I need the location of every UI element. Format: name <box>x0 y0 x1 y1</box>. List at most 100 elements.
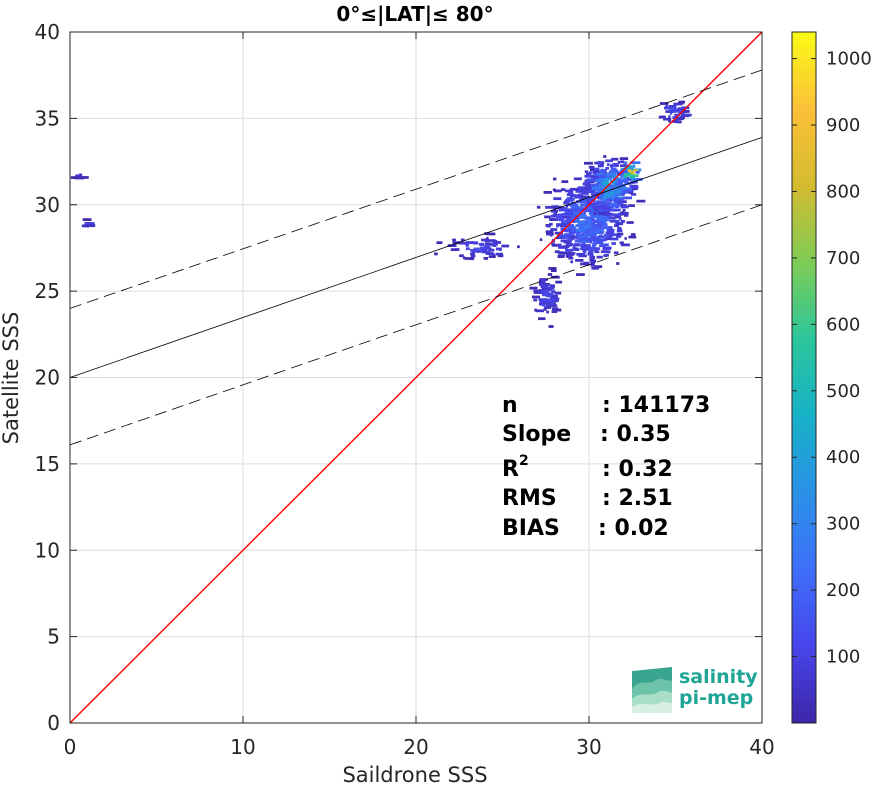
density-cell-0-418 <box>567 210 575 213</box>
density-cell-5-11 <box>663 117 672 121</box>
density-cell-0-15 <box>583 261 590 265</box>
density-cell-0-349 <box>571 229 575 232</box>
density-cell-0-11 <box>581 192 589 195</box>
density-cell-0-393 <box>608 229 614 233</box>
density-cell-0-496 <box>581 240 589 243</box>
density-cell-0-246 <box>557 234 561 238</box>
density-cell-1-230 <box>597 164 604 168</box>
line-1:1 <box>69 31 763 724</box>
chart-title: 0°≤|LAT|≤ 80° <box>336 2 493 26</box>
density-cell-0-92 <box>550 233 553 237</box>
density-cell-1-114 <box>636 199 646 203</box>
colorbar-tick-label-600: 600 <box>826 314 860 335</box>
density-cell-0-300 <box>545 205 555 209</box>
density-cell-1-67 <box>592 172 597 175</box>
stat-value-n: : 141173 <box>602 393 710 418</box>
density-cell-0-43 <box>585 233 593 237</box>
density-cell-0-416 <box>616 262 620 265</box>
density-cell-3-0 <box>450 248 459 252</box>
density-cell-0-464 <box>543 191 553 194</box>
density-cell-5-36 <box>671 120 677 123</box>
density-cell-1-12 <box>606 196 612 200</box>
density-cell-1-160 <box>604 187 613 191</box>
density-cell-1-269 <box>602 197 607 201</box>
density-cell-3-33 <box>455 248 460 251</box>
density-cell-3-53 <box>473 247 480 251</box>
density-cell-0-381 <box>552 213 558 217</box>
density-cell-0-419 <box>595 238 602 241</box>
density-cell-0-346 <box>614 208 621 212</box>
density-cell-0-88 <box>613 224 620 227</box>
density-cell-5-39 <box>681 114 689 117</box>
density-cell-0-443 <box>617 227 622 230</box>
density-cell-4-29 <box>554 291 562 295</box>
density-cell-1-274 <box>617 200 624 204</box>
density-cell-0-76 <box>583 222 592 226</box>
density-cell-0-472 <box>575 204 579 208</box>
density-cell-3-57 <box>479 247 488 250</box>
density-cell-1-6 <box>626 177 635 181</box>
density-cell-0-364 <box>561 228 564 232</box>
density-cell-0-196 <box>574 248 580 251</box>
density-cell-4-19 <box>543 307 547 311</box>
density-cell-0-509 <box>583 216 592 220</box>
density-cell-1-251 <box>616 173 624 177</box>
density-cell-0-408 <box>545 230 554 234</box>
density-cell-0-467 <box>571 206 574 210</box>
density-cell-1-209 <box>605 159 608 163</box>
density-cell-0-309 <box>573 243 580 246</box>
density-cell-1-142 <box>603 208 607 212</box>
y-tick-label-20: 20 <box>35 366 60 390</box>
density-cell-0-403 <box>560 251 563 255</box>
density-cell-0-401 <box>601 243 609 247</box>
stat-label-bias: BIAS <box>502 516 560 541</box>
density-cell-0-285 <box>569 237 575 240</box>
density-cell-0-519 <box>562 245 570 248</box>
density-cell-1-183 <box>606 208 616 212</box>
density-cell-0-390 <box>602 213 610 216</box>
density-cell-0-384 <box>611 242 616 245</box>
density-cell-1-102 <box>624 182 632 185</box>
density-cell-3-25 <box>459 241 467 245</box>
density-cell-0-462 <box>575 273 585 276</box>
density-cell-0-475 <box>570 204 577 208</box>
density-cell-1-190 <box>631 184 637 188</box>
density-cell-5-38 <box>673 106 677 110</box>
density-cell-1-34 <box>619 157 629 161</box>
density-cell-1-262 <box>623 187 633 191</box>
x-tick-label-20: 20 <box>403 735 428 759</box>
density-cell-0-331 <box>583 220 590 224</box>
density-cell-0-244 <box>562 222 566 226</box>
density-cell-4-69 <box>550 298 555 302</box>
density-cell-0-451 <box>630 233 636 236</box>
density-cell-0-231 <box>581 227 590 231</box>
density-cell-0-166 <box>619 217 622 221</box>
density-cell-5-20 <box>681 110 690 113</box>
density-cell-0-296 <box>583 235 589 238</box>
density-cell-0-504 <box>560 239 568 243</box>
density-cell-0-446 <box>556 215 563 219</box>
density-cell-1-273 <box>602 183 606 187</box>
density-cell-4-68 <box>550 275 560 279</box>
density-cell-0-387 <box>589 240 593 244</box>
density-cell-2-38 <box>635 170 640 174</box>
density-cell-0-432 <box>585 263 589 266</box>
colorbar-tick-label-400: 400 <box>826 447 860 468</box>
density-cell-2-18 <box>623 175 627 179</box>
density-cell-0-414 <box>609 219 616 223</box>
density-cell-3-51 <box>472 249 479 253</box>
y-tick-label-10: 10 <box>35 538 60 562</box>
stat-label-rms: RMS <box>502 486 557 511</box>
density-cell-1-245 <box>619 164 628 168</box>
density-cell-0-322 <box>566 208 575 212</box>
stat-value-r2: : 0.32 <box>602 457 673 482</box>
density-cell-3-58 <box>485 252 494 255</box>
density-cell-0-178 <box>572 212 578 216</box>
density-cell-0-113 <box>590 216 594 220</box>
density-cell-1-206 <box>603 195 608 199</box>
density-cell-0-218 <box>556 224 559 228</box>
density-cell-0-148 <box>573 177 582 181</box>
density-cell-0-264 <box>610 237 619 241</box>
density-cell-4-60 <box>541 287 550 291</box>
density-cell-4-58 <box>551 310 558 313</box>
